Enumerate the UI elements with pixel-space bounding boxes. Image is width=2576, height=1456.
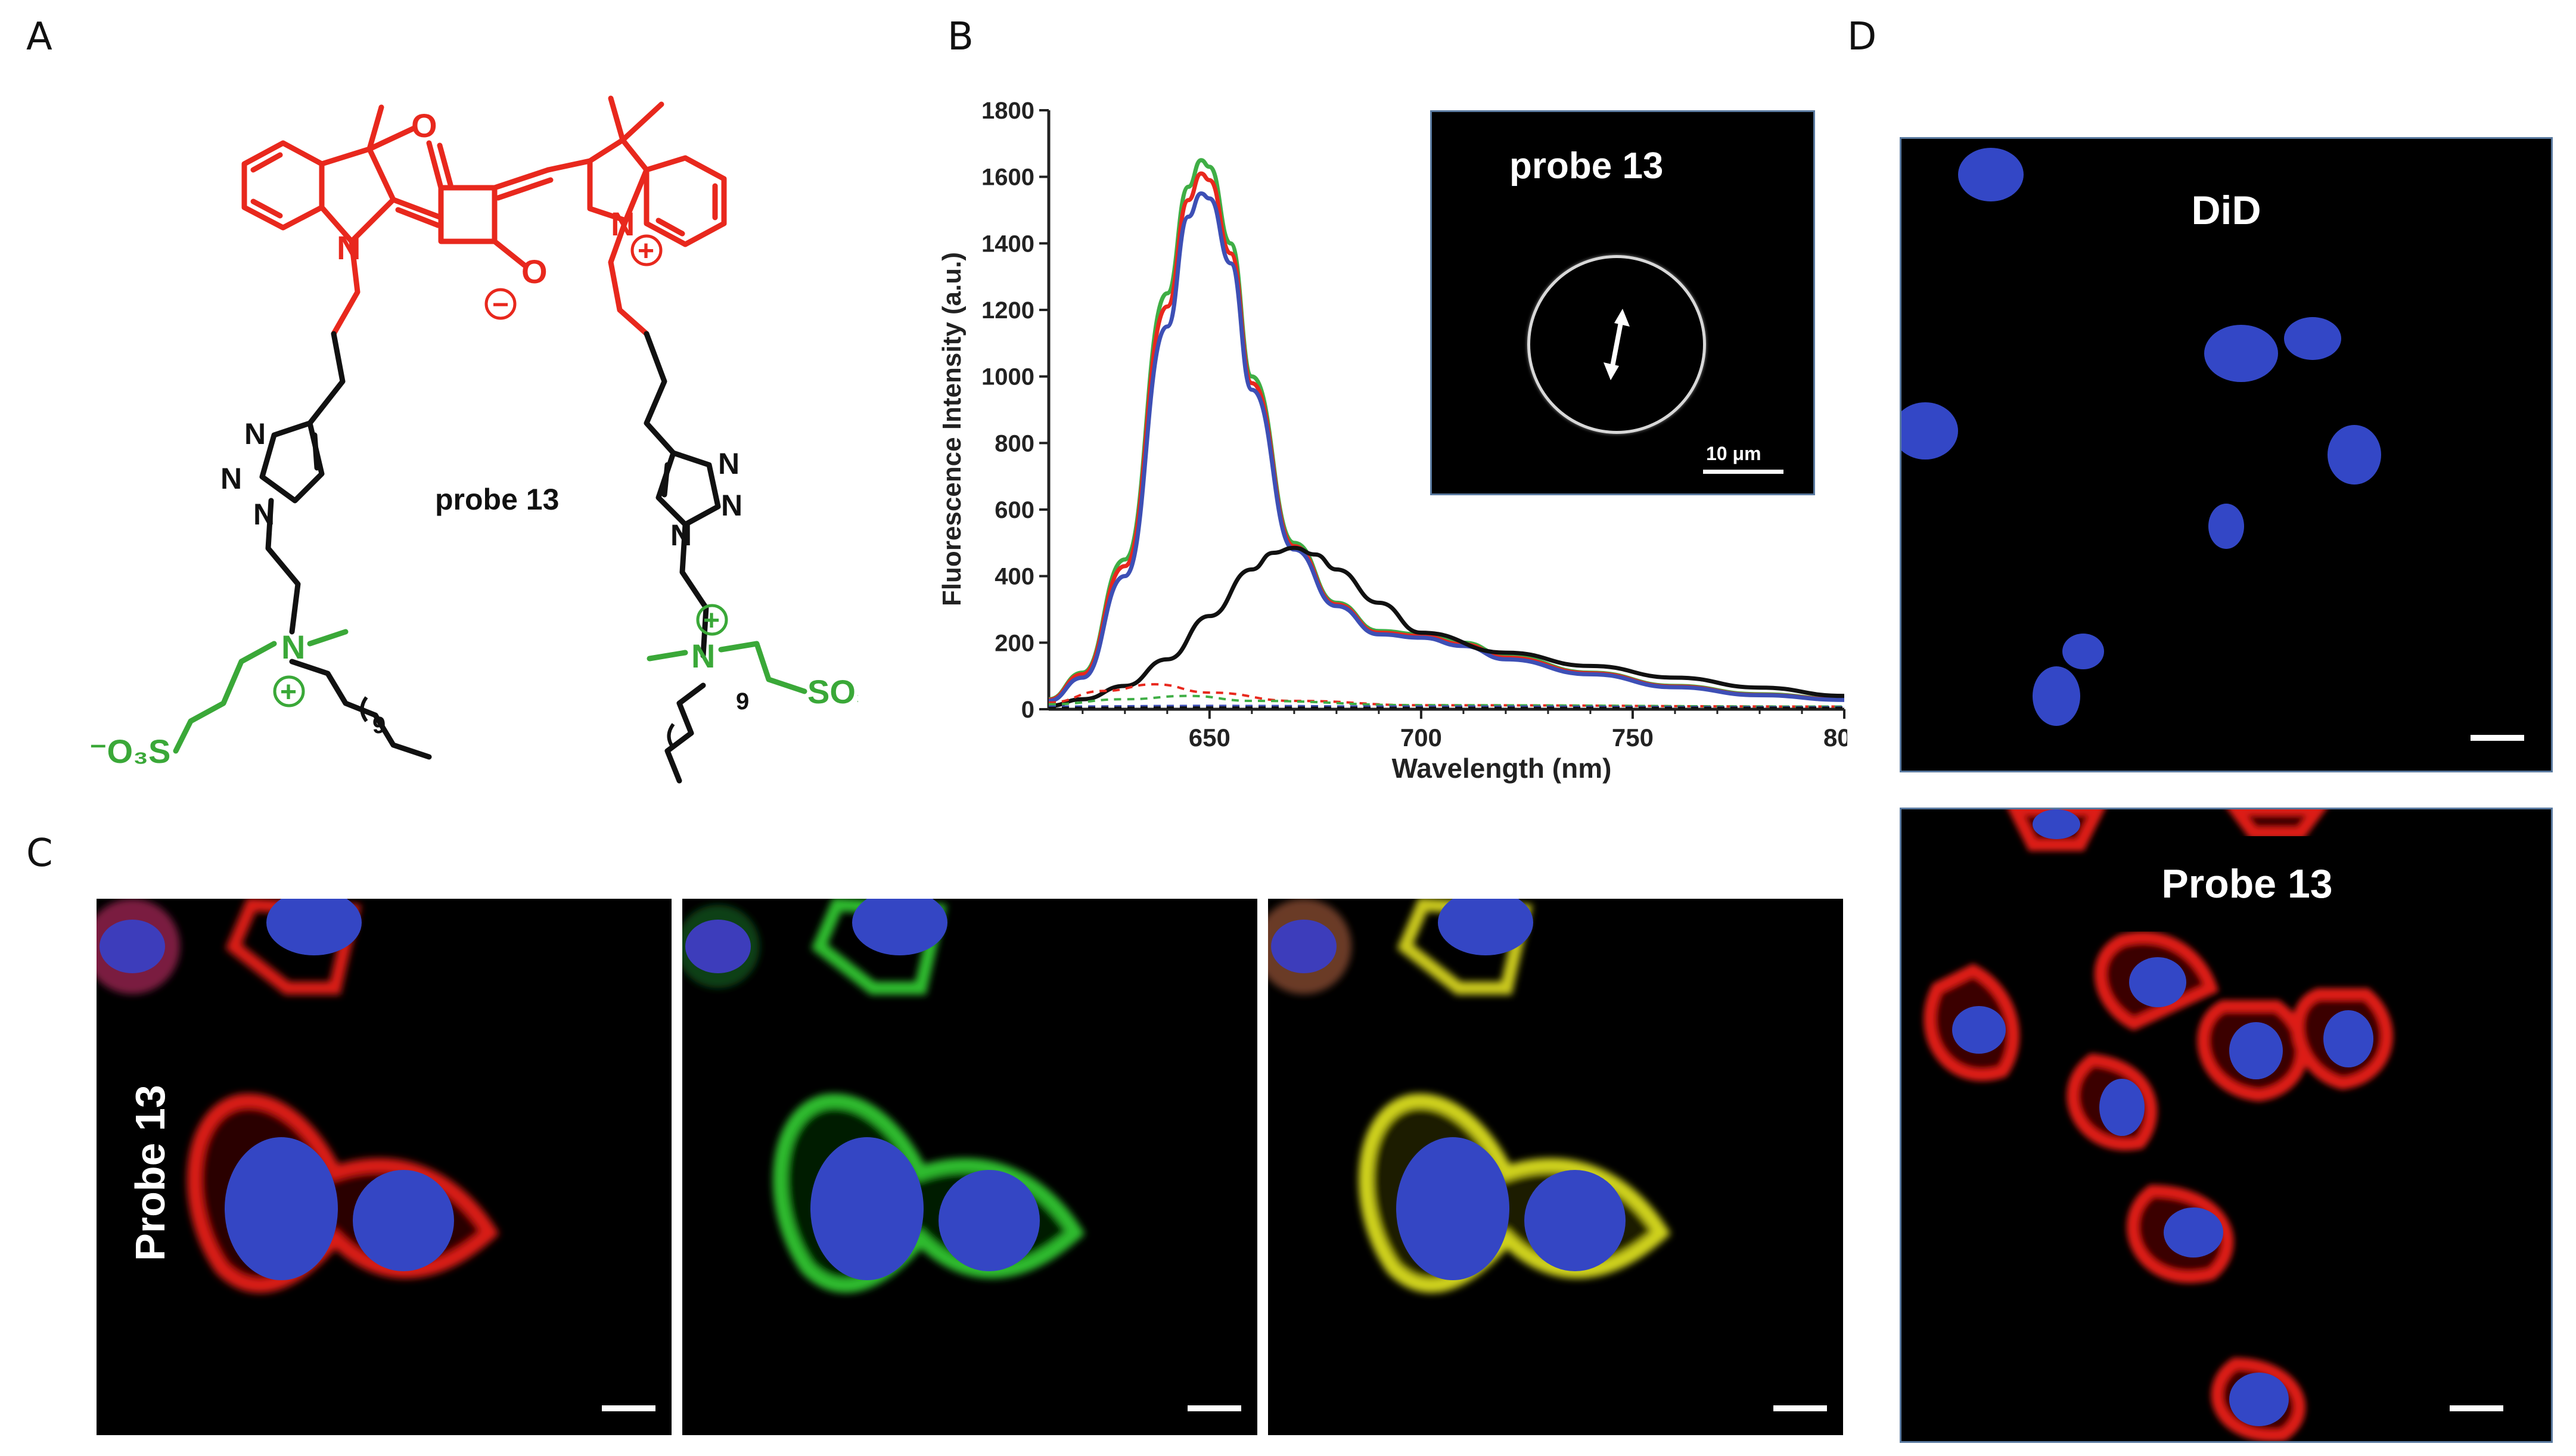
y-tick-label: 0 <box>1021 697 1034 723</box>
n-left-label: N <box>337 229 361 266</box>
y-tick-label: 400 <box>995 564 1034 590</box>
triazole-n-right-1: N <box>718 447 739 480</box>
x-tick-label: 700 <box>1400 724 1442 752</box>
panel-letter-c: C <box>26 831 53 876</box>
triazole-n-right-2: N <box>721 489 742 522</box>
y-axis-label: Fluorescence Intensity (a.u.) <box>937 252 967 606</box>
fluorescence-spectrum-chart: Fluorescence Intensity (a.u.) Wavelength… <box>937 98 1847 784</box>
minus-charge-sign: − <box>492 289 509 321</box>
x-tick-label: 750 <box>1612 724 1654 752</box>
y-tick-label: 1400 <box>981 231 1034 257</box>
x-axis-label: Wavelength (nm) <box>1392 753 1612 784</box>
triazole-n-left-3: N <box>253 498 275 531</box>
x-tick-label: 650 <box>1189 724 1230 752</box>
probe13-cells <box>1924 809 2393 1441</box>
double-arrow-icon <box>1604 309 1630 380</box>
enolate-o-label: O <box>521 253 548 290</box>
probe13-image: Probe 13 <box>1900 808 2553 1443</box>
cells-red <box>97 899 499 1293</box>
quat-right-plus-icon <box>696 604 728 636</box>
confocal-green-channel <box>682 899 1257 1435</box>
y-tick-label: 1200 <box>981 297 1034 324</box>
panel-letter-b: B <box>947 15 974 59</box>
triazole-n-left-2: N <box>220 462 242 495</box>
ketone-o-label: O <box>411 107 437 144</box>
y-tick-label: 800 <box>995 430 1034 457</box>
quat-right-plus-sign: + <box>703 605 720 637</box>
did-image: DiD <box>1900 137 2553 772</box>
repeat-bracket-right <box>667 723 675 749</box>
y-tick-label: 600 <box>995 497 1034 523</box>
plus-charge-sign: + <box>638 235 654 267</box>
repeat-count-right: 9 <box>736 688 749 715</box>
panel-letter-a: A <box>26 15 52 59</box>
x-tick-label: 800 <box>1823 724 1847 752</box>
cells-merge <box>1268 899 1671 1293</box>
scale-bar-c2 <box>1188 1405 1241 1411</box>
scale-bar-c1 <box>602 1405 655 1411</box>
inset-guv-image: probe 13 10 μm <box>1430 110 1815 495</box>
inset-scale-label: 10 μm <box>1706 443 1761 464</box>
quat-left-plus-sign: + <box>280 676 297 708</box>
quat-left-plus-icon <box>273 675 305 707</box>
repeat-count-left: 9 <box>372 712 386 738</box>
repeat-bracket-left <box>360 696 368 722</box>
plus-charge-icon <box>630 234 663 266</box>
series-line-4 <box>1048 545 1845 708</box>
minus-charge-icon <box>484 288 517 320</box>
chemical-structure: O O N N − + N N N N N N probe 13 N N ⁻O₃… <box>89 95 858 784</box>
series-line-8 <box>1048 706 1844 709</box>
quat-n-left: N <box>281 628 305 666</box>
chart-axes: 0 200 400 600 800 1000 1200 1400 1600 1800 650 700 7… <box>981 98 1847 752</box>
row-label-probe13: Probe 13 <box>127 1085 173 1261</box>
vesicle-ring <box>1527 255 1706 434</box>
panel-letter-d: D <box>1847 15 1877 59</box>
scale-bar-c3 <box>1773 1405 1827 1411</box>
triazole-n-left-1: N <box>244 417 266 451</box>
scale-bar-d1 <box>2471 735 2524 741</box>
n-right-label: N <box>611 205 635 243</box>
inset-scale-bar <box>1703 470 1783 474</box>
structure-name: probe 13 <box>435 483 559 516</box>
y-tick-label: 1000 <box>981 364 1034 390</box>
chart-series <box>1048 158 1845 709</box>
y-tick-label: 1600 <box>981 164 1034 191</box>
did-nuclei <box>1901 148 2381 726</box>
sulfonate-left: ⁻O₃S <box>89 732 170 770</box>
confocal-red-channel: Probe 13 <box>97 899 672 1435</box>
y-tick-label: 200 <box>995 630 1034 656</box>
scale-bar-d2 <box>2450 1405 2503 1411</box>
triazole-n-right-3: N <box>670 519 692 552</box>
probe13-label: Probe 13 <box>2101 836 2393 932</box>
cells-green <box>682 899 1085 1293</box>
y-tick-label: 1800 <box>981 98 1034 124</box>
did-label: DiD <box>2104 166 2348 255</box>
inset-probe-label: probe 13 <box>1509 145 1664 187</box>
series-line-3 <box>1048 191 1845 703</box>
quat-n-right: N <box>691 637 715 675</box>
confocal-merge-channel <box>1268 899 1843 1435</box>
sulfonate-right: SO₃⁻ <box>807 673 858 710</box>
